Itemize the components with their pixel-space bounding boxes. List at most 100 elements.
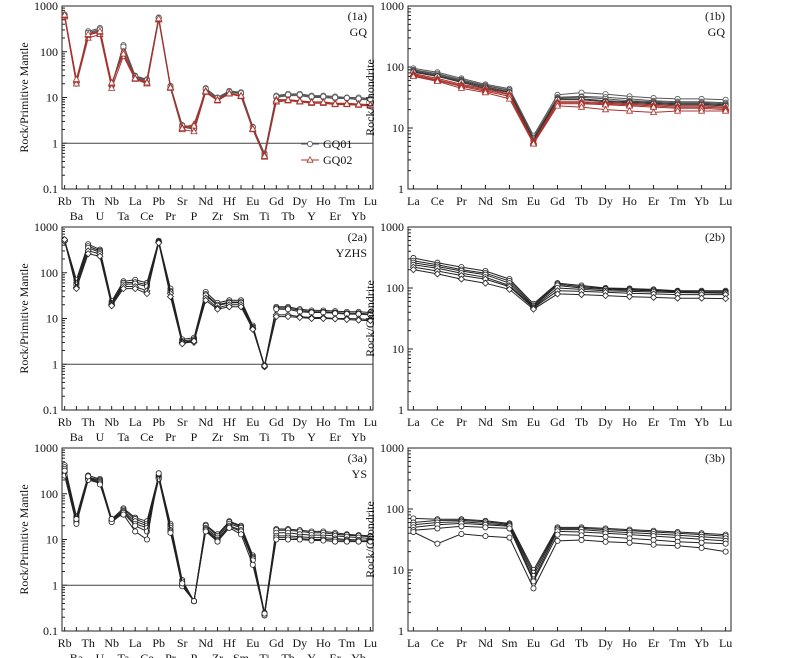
y-tick-label: 1	[398, 403, 404, 417]
x-tick-label: Gd	[550, 194, 565, 208]
y-tick-label: 10	[46, 91, 58, 105]
data-point	[433, 270, 441, 278]
x-tick-label: Dy	[292, 415, 307, 429]
data-point	[73, 516, 80, 523]
panel-sample-label: YZHS	[336, 246, 367, 260]
data-point	[120, 511, 127, 518]
data-point	[625, 293, 634, 301]
data-point	[458, 530, 465, 537]
data-point	[698, 544, 705, 551]
y-tick-label: 1	[398, 624, 404, 638]
data-point	[249, 561, 256, 568]
x-tick-label: Eu	[246, 415, 259, 429]
series-line	[413, 525, 726, 583]
data-point	[577, 291, 586, 299]
data-point	[272, 96, 280, 104]
x-tick-label: U	[96, 430, 105, 444]
x-tick-label: Er	[648, 194, 659, 208]
data-point	[722, 540, 729, 547]
x-tick-label: Pb	[152, 415, 165, 429]
data-point	[190, 337, 198, 345]
data-point	[132, 522, 139, 529]
data-point	[553, 290, 562, 298]
x-tick-label: Ce	[140, 651, 153, 658]
x-tick-label: Yb	[694, 415, 709, 429]
x-tick-label: Sr	[177, 194, 188, 208]
data-point	[366, 101, 375, 108]
x-tick-label: Th	[81, 415, 94, 429]
x-tick-label: Ba	[70, 651, 84, 658]
data-point	[331, 100, 339, 107]
y-axis-label: Rock/Primitive Mantle	[17, 263, 31, 373]
data-point	[285, 306, 292, 313]
data-point	[107, 78, 116, 86]
series-line	[413, 75, 726, 145]
x-tick-label: Gd	[550, 636, 565, 650]
y-tick-label: 10	[392, 563, 404, 577]
data-point	[296, 97, 304, 105]
x-tick-label: Gd	[269, 636, 284, 650]
data-point	[577, 103, 586, 110]
data-point	[296, 313, 304, 322]
data-point	[308, 537, 315, 544]
x-tick-label: Dy	[292, 194, 307, 208]
panel-2b: 1 10 100 1000 La Ce Pr Nd Sm Eu Gd Tb Dy Ho Er Tm Yb Lu Ro…	[363, 220, 732, 429]
series-line	[413, 70, 726, 141]
x-tick-label: Ta	[118, 651, 130, 658]
x-tick-label: Rb	[58, 636, 72, 650]
x-tick-label: Pb	[152, 636, 165, 650]
data-point	[132, 528, 139, 535]
data-point	[284, 96, 292, 103]
x-tick-label: Ho	[316, 636, 331, 650]
data-point	[190, 598, 197, 605]
x-tick-label: Er	[329, 209, 340, 223]
x-tick-label: Ta	[118, 209, 130, 223]
data-point	[506, 534, 513, 541]
data-point	[143, 78, 151, 86]
x-tick-label: Tb	[575, 194, 588, 208]
series-line	[413, 69, 726, 140]
data-point	[343, 538, 350, 545]
y-axis-label: Rock/Primitive Mantle	[17, 484, 31, 594]
x-tick-label: La	[407, 194, 420, 208]
x-tick-label: Tb	[575, 415, 588, 429]
x-tick-label: Gd	[269, 194, 284, 208]
x-tick-label: Ce	[140, 430, 153, 444]
panel-2a: 0.11101001000RbBaThUNbTaLaCePbPrSrPNdZrH…	[17, 220, 377, 444]
series-6	[60, 10, 375, 159]
data-point	[237, 91, 245, 99]
data-point	[213, 96, 222, 103]
x-tick-label: Lu	[719, 194, 732, 208]
data-point	[84, 250, 92, 258]
data-point	[649, 293, 658, 302]
data-point	[722, 295, 730, 303]
data-point	[722, 548, 729, 555]
x-tick-label: Zr	[212, 209, 223, 223]
series-line	[413, 257, 726, 305]
y-tick-label: 1000	[380, 220, 404, 234]
x-tick-label: Ce	[431, 194, 444, 208]
x-tick-label: Ta	[118, 430, 130, 444]
data-point	[85, 473, 92, 480]
x-tick-label: P	[191, 430, 198, 444]
x-tick-label: Pr	[456, 636, 467, 650]
x-tick-label: Ba	[70, 209, 84, 223]
data-point	[457, 275, 465, 283]
data-point	[319, 98, 328, 106]
data-point	[367, 538, 374, 545]
data-point	[553, 101, 562, 109]
x-tick-label: Lu	[364, 636, 377, 650]
panel-sample-label: GQ	[350, 25, 368, 39]
series-line	[413, 73, 726, 143]
data-point	[108, 302, 116, 310]
x-tick-label: Yb	[694, 194, 709, 208]
data-point	[249, 325, 257, 333]
plot-frame	[407, 5, 732, 190]
x-tick-label: Sm	[501, 636, 518, 650]
y-tick-label: 1000	[34, 441, 58, 455]
data-point	[308, 314, 316, 323]
x-tick-label: Rb	[58, 415, 72, 429]
x-tick-label: Pr	[456, 194, 467, 208]
x-tick-label: Yb	[351, 430, 366, 444]
x-tick-label: Pr	[456, 415, 467, 429]
